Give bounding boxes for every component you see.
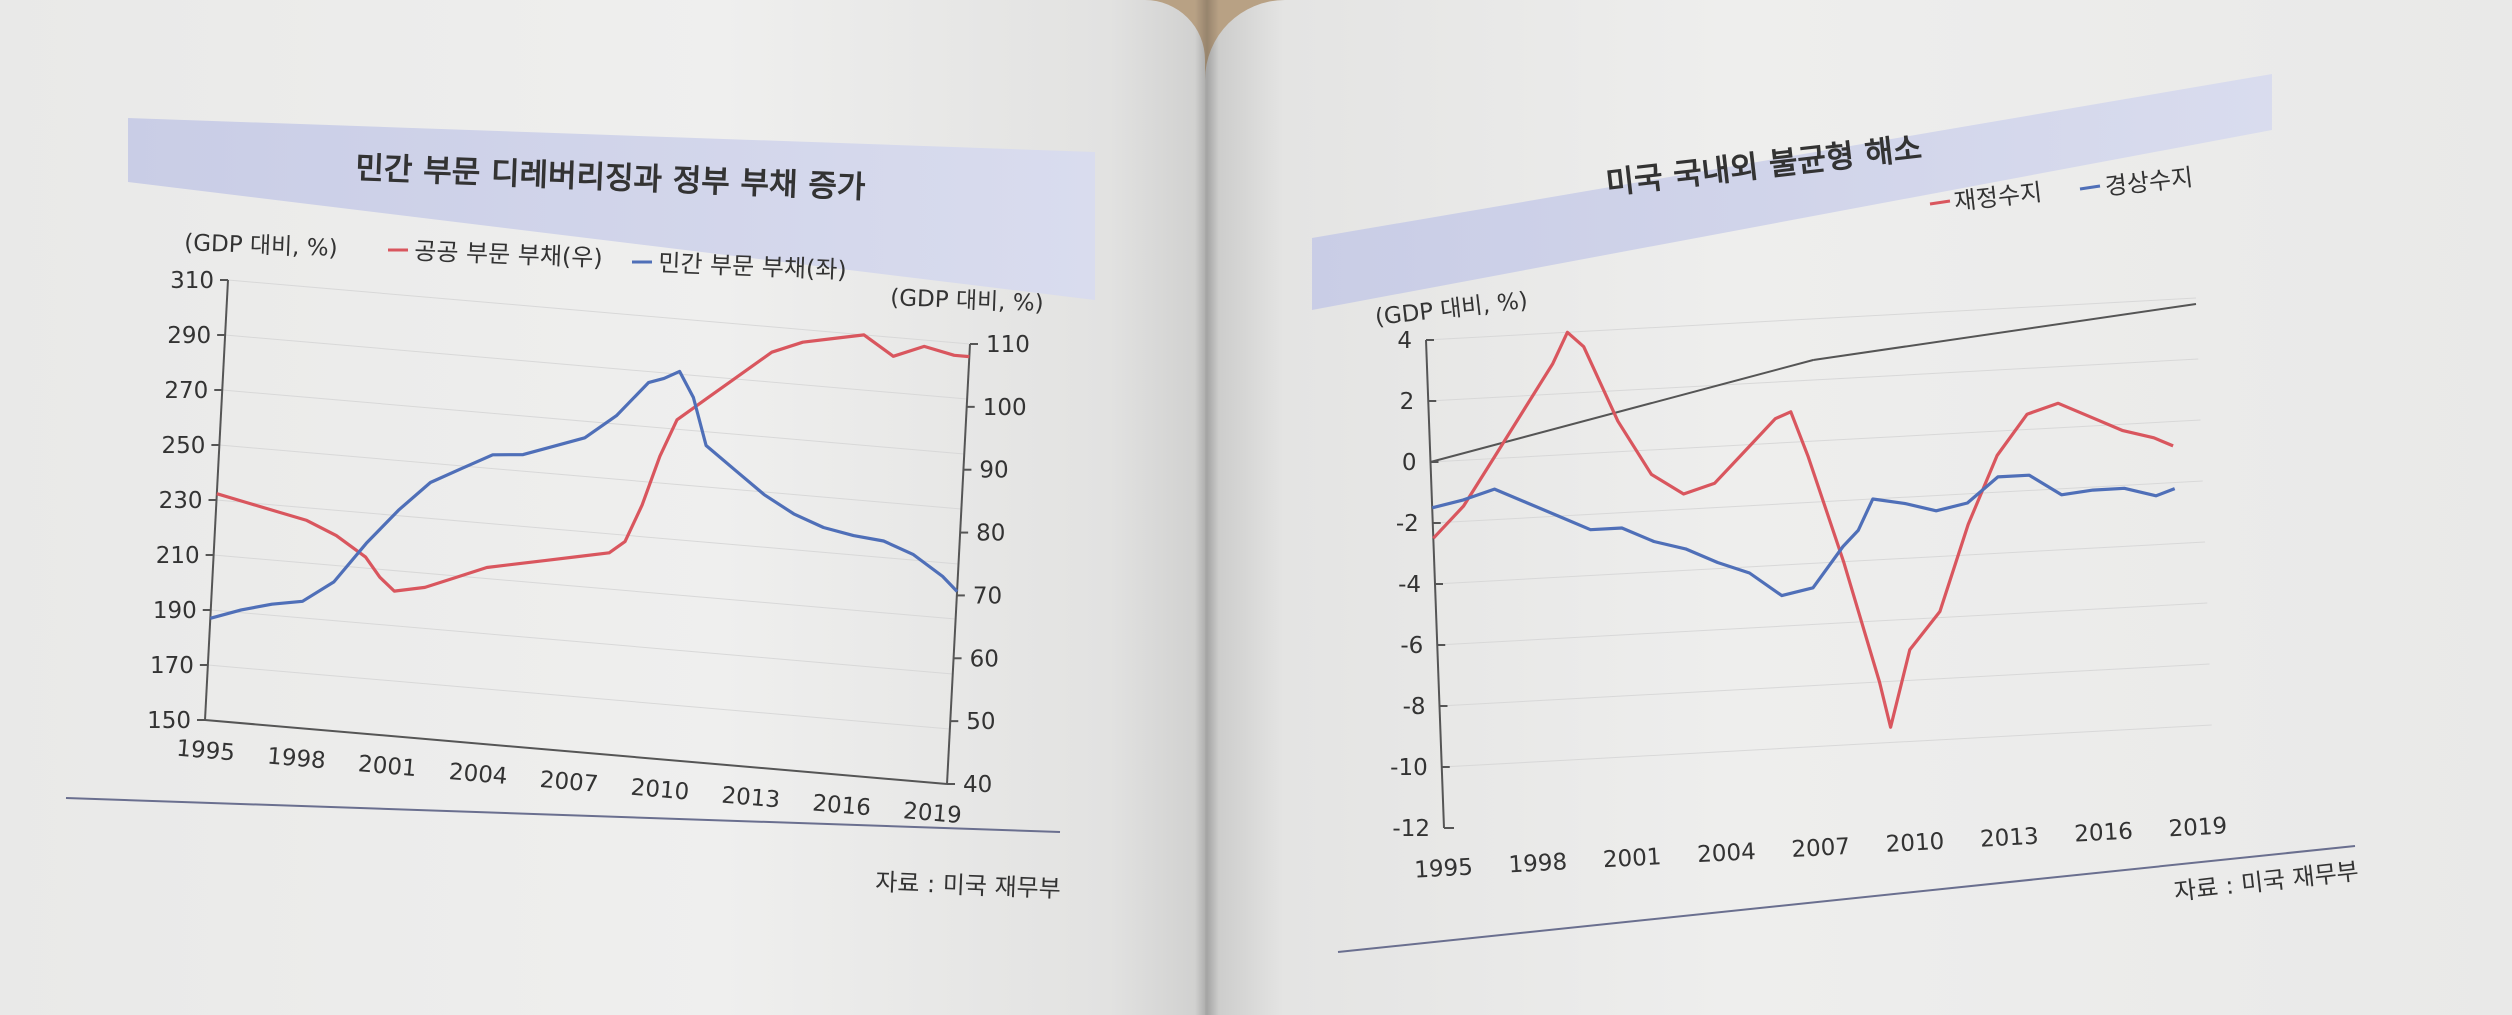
chart2-series-current-account — [1431, 473, 2176, 598]
chart2-zero-line-right — [1813, 303, 2197, 361]
chart1-left-tick-label: 310 — [170, 268, 214, 294]
chart1-left-tick-label: 210 — [156, 543, 200, 569]
chart2-x-tick-label: 2007 — [1791, 834, 1851, 863]
chart2-zero-line-left — [1430, 359, 1814, 463]
chart1-bottom-rule — [65, 797, 1061, 833]
chart1-x-tick-label: 2007 — [539, 767, 600, 798]
chart1-left-tick-label: 230 — [159, 488, 203, 514]
chart1-left-tick-label: 290 — [167, 323, 211, 349]
chart1-gridline — [207, 664, 950, 730]
chart1-legend-label-public: 공공 부문 부채(우) — [414, 237, 603, 272]
chart2-y-tick-label: -2 — [1396, 511, 1419, 537]
chart1-gridline — [210, 609, 953, 675]
chart2-x-tick-label: 2019 — [2168, 813, 2228, 842]
chart2-y-tick-label: 4 — [1397, 328, 1412, 354]
chart2-gridline — [1439, 663, 2210, 707]
chart1-legend-label-private: 민간 부문 부채(좌) — [658, 249, 847, 284]
chart2-series — [1431, 330, 2176, 729]
chart2-x-tick-label: 2001 — [1602, 844, 1662, 873]
chart1-x-tick-label: 1998 — [266, 743, 327, 774]
chart2-x-tick-label: 2013 — [1979, 824, 2039, 853]
chart2-gridline — [1441, 724, 2212, 768]
chart1-gridline — [222, 389, 965, 455]
chart1-gridline — [213, 554, 956, 620]
chart1-x-tick-label: 1995 — [175, 736, 236, 767]
chart2-gridlines — [1425, 297, 2212, 768]
chart1-right-tick-label: 70 — [973, 583, 1002, 609]
chart1-gridlines — [207, 279, 971, 730]
chart1-x-tick-label: 2004 — [448, 759, 509, 790]
chart1-x-tick-label: 2019 — [902, 798, 963, 829]
chart2-gridline — [1434, 541, 2206, 585]
chart2-legend-label-current-account: 경상수지 — [2104, 163, 2195, 201]
chart2-x-tick-label: 2004 — [1697, 839, 1757, 868]
chart1-series-public-debt — [216, 333, 970, 593]
chart1-gridline — [219, 444, 962, 510]
chart1-left-tick-label: 270 — [164, 378, 208, 404]
chart1-x-tick-labels: 1995 1998 2001 2004 2007 2010 2013 2016 2019 — [175, 736, 962, 830]
us-imbalance-chart: 미국 국내외 불균형 해소 재정수지 경상수지 (GDP 대비, %) 420-… — [1312, 74, 2361, 953]
chart2-series-fiscal-balance — [1432, 330, 2174, 729]
chart2-x-tick-label: 1998 — [1508, 849, 1568, 878]
chart2-source: 자료 : 미국 재무부 — [2173, 857, 2361, 906]
chart1-x-tick-label: 2001 — [357, 751, 418, 782]
chart1-left-tick-label: 190 — [153, 598, 197, 624]
chart1-series — [209, 333, 970, 620]
chart2-y-unit: (GDP 대비, %) — [1374, 288, 1529, 331]
chart1-gridline — [225, 334, 968, 400]
chart1-right-tick-label: 80 — [976, 521, 1005, 547]
chart1-left-tick-label: 250 — [161, 433, 205, 459]
chart2-gridline — [1425, 297, 2197, 341]
chart2-gridline — [1437, 602, 2208, 646]
chart2-x-tick-label: 2010 — [1885, 829, 1945, 858]
chart2-axes — [1425, 303, 2197, 829]
chart2-title-banner — [1312, 74, 2272, 310]
chart1-source: 자료 : 미국 재무부 — [875, 868, 1061, 903]
chart2-y-tick-label: 0 — [1402, 450, 1417, 476]
chart1-right-tick-label: 100 — [983, 395, 1027, 421]
chart1-x-tick-label: 2013 — [720, 783, 781, 814]
chart2-y-tick-label: -10 — [1390, 755, 1428, 781]
chart2-x-tick-label: 2016 — [2074, 818, 2134, 847]
chart2-x-tick-labels: 1995 1998 2001 2004 2007 2010 2013 2016 2019 — [1414, 813, 2228, 883]
chart1-axes — [197, 279, 978, 785]
chart1-right-tick-labels: 110 100 90 80 70 60 50 40 — [963, 332, 1030, 798]
chart2-gridline — [1430, 419, 2201, 463]
chart1-x-axis — [204, 719, 948, 785]
chart2-y-tick-label: -6 — [1400, 633, 1423, 659]
chart1-title-banner — [128, 118, 1095, 300]
chart1-y-right-axis — [946, 343, 971, 785]
chart2-x-tick-label: 1995 — [1414, 854, 1474, 883]
chart2-y-tick-label: 2 — [1400, 389, 1415, 415]
chart2-legend-swatch-fiscal — [1929, 199, 1951, 206]
chart1-x-tick-label: 2016 — [811, 790, 872, 821]
chart1-left-tick-label: 170 — [150, 653, 194, 679]
chart1-right-tick-label: 110 — [986, 332, 1030, 358]
chart2-y-tick-label: -4 — [1398, 572, 1421, 598]
chart2-y-tick-label: -8 — [1403, 694, 1426, 720]
chart1-series-private-debt — [209, 369, 959, 620]
private-public-debt-chart: 민간 부문 디레버리징과 정부 부채 증가 공공 부문 부채(우) 민간 부문 … — [65, 118, 1095, 903]
chart1-right-tick-label: 90 — [979, 458, 1008, 484]
chart2-legend-swatch-current-account — [2079, 184, 2101, 191]
chart1-right-tick-label: 40 — [963, 772, 992, 798]
chart1-right-tick-label: 50 — [966, 709, 995, 735]
chart1-left-tick-labels: 310 290 270 250 230 210 190 170 150 — [147, 268, 214, 734]
chart1-left-tick-label: 150 — [147, 708, 191, 734]
chart2-y-tick-label: -12 — [1392, 816, 1430, 842]
chart1-x-tick-label: 2010 — [630, 775, 691, 806]
chart1-y-left-unit: (GDP 대비, %) — [184, 230, 338, 262]
chart1-right-tick-label: 60 — [970, 646, 999, 672]
chart1-gridline — [216, 499, 959, 565]
chart2-gridline — [1428, 358, 2199, 402]
chart1-y-right-unit: (GDP 대비, %) — [890, 285, 1044, 317]
chart2-bottom-rule — [1337, 845, 2356, 953]
chart2-y-tick-labels: 4 2 0 -2 -4 -6 -8 -10 -12 — [1390, 328, 1430, 842]
chart1-gridline — [227, 279, 971, 345]
book-gutter — [1195, 0, 1219, 1015]
